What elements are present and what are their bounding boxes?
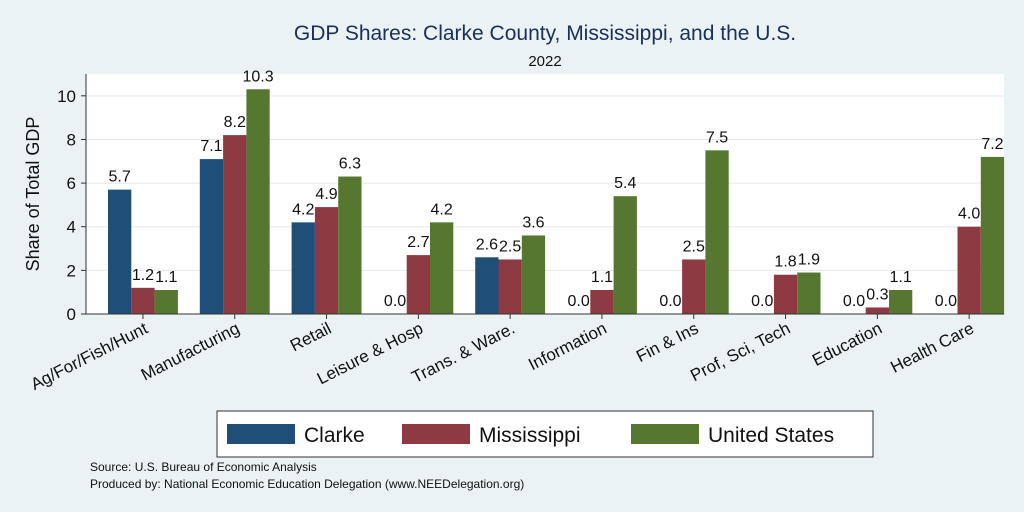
bar-mississippi	[865, 307, 889, 314]
bar-mississippi	[773, 274, 798, 314]
bar-united-states	[980, 156, 1005, 314]
legend-label-mississippi: Mississippi	[479, 424, 581, 447]
legend-swatch-mississippi	[402, 424, 470, 444]
y-tick-label: 8	[67, 130, 76, 149]
data-label-clarke: 7.1	[200, 138, 222, 155]
chart-title: GDP Shares: Clarke County, Mississippi, …	[294, 22, 796, 45]
source-note: Source: U.S. Bureau of Economic Analysis	[90, 460, 317, 474]
data-label-clarke: 0.0	[659, 293, 681, 310]
bar-united-states	[613, 196, 637, 314]
bar-clarke	[475, 257, 499, 314]
data-label-united-states: 6.3	[339, 156, 361, 173]
x-category-label: Prof, Sci, Tech	[687, 319, 793, 386]
data-label-clarke: 0.0	[751, 293, 773, 310]
x-category-label: Fin & Ins	[633, 319, 701, 366]
bar-mississippi	[223, 135, 247, 314]
legend: Clarke Mississippi United States	[216, 410, 874, 458]
produced-by-note: Produced by: National Economic Education…	[90, 477, 524, 491]
data-label-clarke: 0.0	[568, 293, 590, 310]
y-tick-label: 2	[67, 261, 76, 280]
bar-clarke	[291, 222, 315, 314]
bars	[108, 89, 1005, 314]
y-tick-label: 10	[57, 87, 76, 106]
data-label-mississippi: 4.0	[958, 206, 980, 223]
data-label-united-states: 5.4	[614, 175, 636, 192]
data-label-clarke: 4.2	[292, 201, 314, 218]
legend-swatch-united-states	[631, 424, 699, 444]
chart-subtitle: 2022	[528, 53, 561, 70]
bar-united-states	[338, 176, 362, 314]
y-axis-label: Share of Total GDP	[23, 117, 43, 272]
legend-label-clarke: Clarke	[304, 424, 365, 447]
bar-united-states	[889, 290, 913, 314]
bar-mississippi	[957, 226, 981, 314]
data-label-mississippi: 2.7	[407, 234, 429, 251]
data-label-clarke: 2.6	[476, 236, 498, 253]
x-category-label: Education	[809, 319, 885, 370]
bar-united-states	[797, 272, 821, 314]
bar-mississippi	[131, 287, 155, 314]
bar-mississippi	[314, 207, 339, 314]
data-label-clarke: 0.0	[935, 293, 957, 310]
data-label-clarke: 0.0	[384, 293, 406, 310]
bar-clarke	[199, 159, 224, 314]
x-category-label: Manufacturing	[138, 319, 243, 385]
data-label-mississippi: 2.5	[499, 238, 521, 255]
legend-label-united-states: United States	[708, 424, 834, 447]
data-label-mississippi: 0.3	[866, 286, 888, 303]
data-label-united-states: 7.2	[981, 136, 1003, 153]
data-label-mississippi: 8.2	[224, 114, 246, 131]
data-label-clarke: 0.0	[843, 293, 865, 310]
x-category-label: Ag/For/Fish/Hunt	[28, 319, 151, 394]
data-label-united-states: 4.2	[431, 201, 453, 218]
legend-box	[216, 410, 874, 458]
data-label-united-states: 1.1	[155, 269, 177, 286]
bar-mississippi	[590, 290, 614, 314]
data-label-clarke: 5.7	[109, 169, 131, 186]
y-axis-ticks: 0 2 4 6 8 10	[57, 87, 86, 324]
data-label-united-states: 3.6	[522, 214, 544, 231]
bar-mississippi	[682, 259, 706, 314]
legend-swatch-clarke	[227, 424, 295, 444]
x-category-label: Health Care	[888, 319, 977, 377]
x-category-label: Information	[525, 319, 609, 375]
data-label-mississippi: 2.5	[683, 238, 705, 255]
x-category-label: Trans. & Ware.	[409, 319, 518, 387]
data-labels: 5.71.2 1.17.18.210.34.24.96.30.02.74.22.6…	[109, 68, 1004, 310]
data-label-mississippi: 4.9	[315, 186, 337, 203]
data-label-united-states: 10.3	[242, 68, 273, 85]
bar-united-states	[705, 150, 729, 314]
data-label-united-states: 7.5	[706, 129, 728, 146]
y-tick-label: 4	[67, 218, 76, 237]
bar-united-states	[246, 89, 270, 314]
y-tick-label: 6	[67, 174, 76, 193]
bar-united-states	[521, 235, 546, 314]
data-label-mississippi: 1.1	[591, 269, 613, 286]
data-label-mississippi: 1.2	[132, 267, 154, 284]
bar-clarke	[108, 189, 132, 314]
bar-mississippi	[406, 255, 430, 314]
data-label-united-states: 1.9	[798, 252, 820, 269]
bar-united-states	[430, 222, 454, 314]
data-label-united-states: 1.1	[890, 269, 912, 286]
x-category-label: Retail	[287, 319, 334, 356]
bar-mississippi	[498, 259, 522, 314]
y-tick-label: 0	[67, 305, 76, 324]
bar-united-states	[154, 290, 178, 314]
data-label-mississippi: 1.8	[774, 254, 796, 271]
